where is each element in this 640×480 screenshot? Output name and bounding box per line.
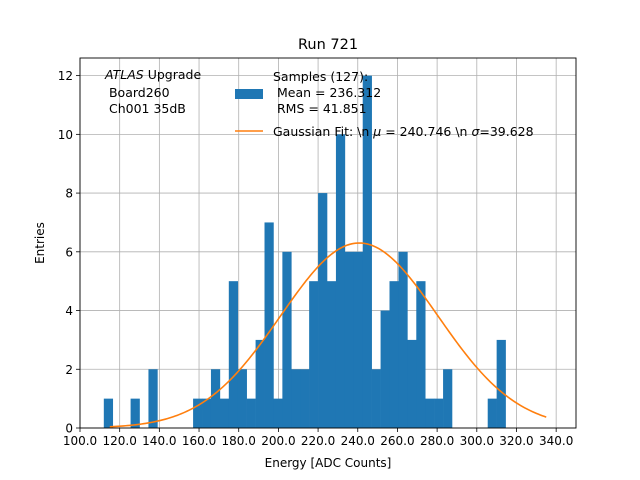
histogram-bar xyxy=(309,281,319,428)
histogram-bar xyxy=(487,398,497,428)
histogram-bar xyxy=(416,281,426,428)
plot-frame xyxy=(79,57,577,429)
histogram-bar xyxy=(264,222,274,428)
x-tick-label: 160.0 xyxy=(182,434,216,448)
histogram-bar xyxy=(496,339,506,428)
histogram-bar xyxy=(219,398,230,428)
x-tick-label: 240.0 xyxy=(341,434,375,448)
histogram-bar xyxy=(291,369,301,428)
histogram-bar xyxy=(425,398,435,428)
histogram-bar xyxy=(371,369,381,428)
y-tick-label: 0 xyxy=(65,422,73,436)
histogram-bar xyxy=(443,369,453,428)
x-tick-label: 220.0 xyxy=(301,434,335,448)
x-tick-label: 260.0 xyxy=(380,434,414,448)
x-tick-label: 200.0 xyxy=(261,434,295,448)
histogram-bar xyxy=(210,369,221,428)
atlas-annotation-channel: Ch001 35dB xyxy=(105,101,186,116)
x-tick-label: 340.0 xyxy=(539,434,573,448)
histogram-bar xyxy=(344,251,355,428)
x-tick-label: 180.0 xyxy=(222,434,256,448)
histogram-bar xyxy=(130,398,140,428)
gaussian-fit-curve xyxy=(109,242,547,428)
chart-title: Run 721 xyxy=(298,37,358,53)
histogram-bar xyxy=(335,134,346,428)
x-axis-ticks: 100.0 120.0 140.0 160.0 180.0 200.0 220.0 240.0… xyxy=(63,428,573,448)
histogram-bar xyxy=(353,251,364,428)
y-tick-label: 4 xyxy=(65,304,73,318)
atlas-upgrade-label: Upgrade xyxy=(144,67,202,82)
legend-fit-sigma-value: =39.628 xyxy=(479,124,533,139)
y-tick-label: 10 xyxy=(58,128,73,142)
histogram-bars xyxy=(103,75,506,428)
x-tick-label: 120.0 xyxy=(103,434,137,448)
histogram-bar xyxy=(282,251,292,428)
legend-samples-title: Samples (127): xyxy=(273,69,368,84)
legend: Samples (127): Mean = 236.312 RMS = 41.8… xyxy=(235,69,534,139)
histogram-bar xyxy=(273,398,283,428)
histogram-bar xyxy=(398,251,408,428)
atlas-annotation-board: Board260 xyxy=(105,85,170,100)
legend-samples-mean: Mean = 236.312 xyxy=(277,85,381,100)
histogram-bar xyxy=(300,369,310,428)
legend-fit-label: Gaussian Fit: \n μ = 240.746 \n σ=39.628 xyxy=(273,124,534,139)
y-axis-ticks: 0 2 4 6 8 10 12 xyxy=(58,69,80,436)
x-tick-label: 320.0 xyxy=(499,434,533,448)
histogram-bar xyxy=(389,281,399,428)
x-tick-label: 140.0 xyxy=(142,434,176,448)
y-tick-label: 12 xyxy=(58,69,73,83)
x-tick-label: 100.0 xyxy=(63,434,97,448)
histogram-bar xyxy=(434,398,444,428)
histogram-bar xyxy=(103,398,114,428)
atlas-annotation: ATLAS Upgrade Board260 Ch001 35dB xyxy=(104,67,201,116)
legend-samples-rms: RMS = 41.851 xyxy=(277,101,367,116)
histogram-bar xyxy=(362,75,372,428)
histogram-bar xyxy=(193,398,203,428)
histogram-bar xyxy=(228,281,239,428)
legend-fit-mu-value: = 240.746 \n xyxy=(381,124,471,139)
histogram-bar xyxy=(327,281,337,428)
histogram-bar xyxy=(318,193,328,428)
histogram-bar xyxy=(255,339,265,428)
histogram-bar xyxy=(202,398,212,428)
x-tick-label: 280.0 xyxy=(420,434,454,448)
legend-fit-sigma-symbol: σ xyxy=(471,124,480,139)
histogram-bar xyxy=(246,398,256,428)
histogram-bar xyxy=(380,310,390,428)
y-tick-label: 6 xyxy=(65,245,73,259)
y-axis-label: Entries xyxy=(33,222,47,264)
histogram-bar xyxy=(407,339,417,428)
histogram-bar xyxy=(237,369,247,428)
y-tick-label: 8 xyxy=(65,187,73,201)
x-axis-label: Energy [ADC Counts] xyxy=(265,456,392,470)
legend-samples-swatch xyxy=(235,89,263,99)
legend-fit-prefix: Gaussian Fit: \n xyxy=(273,124,373,139)
y-tick-label: 2 xyxy=(65,363,73,377)
x-tick-label: 300.0 xyxy=(460,434,494,448)
histogram-bar xyxy=(148,369,158,428)
atlas-annotation-line1: ATLAS Upgrade xyxy=(104,67,201,82)
atlas-italic-label: ATLAS xyxy=(104,67,144,82)
legend-fit-mu-symbol: μ xyxy=(372,124,381,139)
